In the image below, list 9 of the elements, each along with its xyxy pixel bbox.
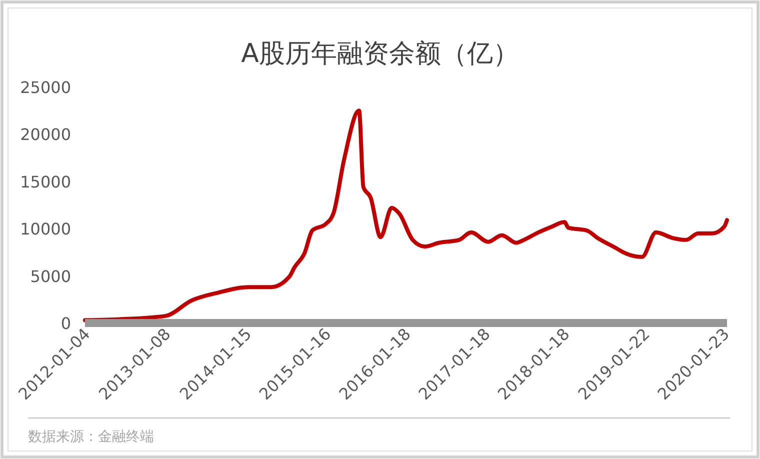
y-tick-label: 15000 (20, 172, 71, 192)
y-tick-label: 5000 (30, 266, 71, 286)
y-tick-label: 10000 (20, 220, 71, 239)
y-tick-label: 0 (60, 314, 71, 333)
y-tick-label: 25000 (20, 78, 71, 97)
y-tick-label: 20000 (20, 125, 71, 144)
chart-title: A股历年融资余额（亿） (241, 39, 519, 69)
line-series (83, 108, 729, 322)
source-note: 数据来源：金融终端 (28, 429, 154, 445)
